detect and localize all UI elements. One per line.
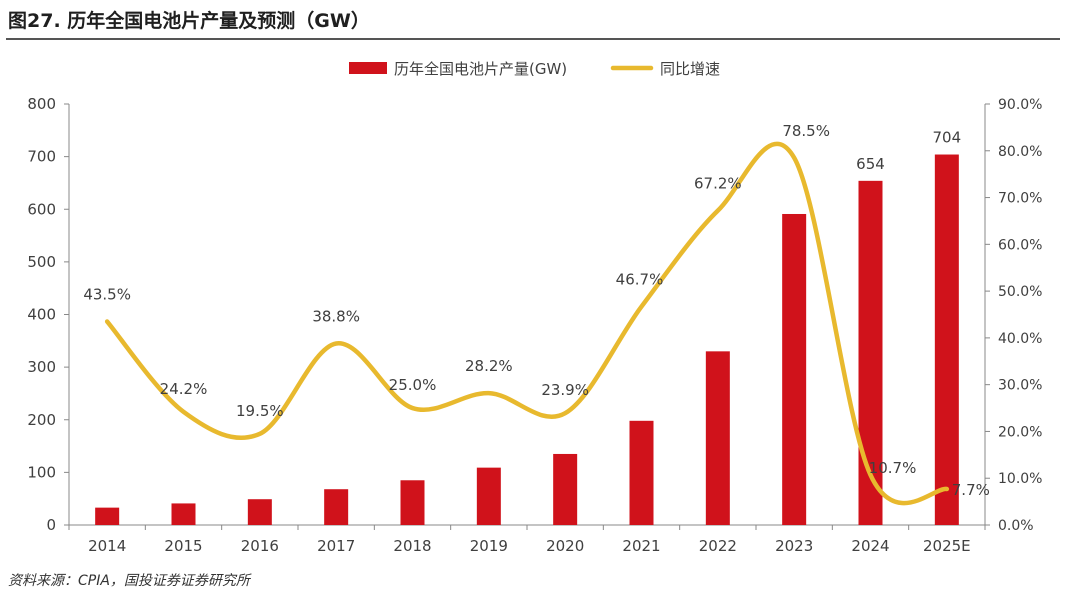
y-right-tick-label: 20.0% xyxy=(998,424,1042,440)
bar-data-label: 704 xyxy=(933,129,962,147)
y-right-tick-label: 80.0% xyxy=(998,144,1042,160)
line-data-label: 25.0% xyxy=(389,376,437,394)
y-left-tick-label: 200 xyxy=(27,411,56,429)
line-data-label: 78.5% xyxy=(782,122,830,140)
bar xyxy=(858,180,883,525)
x-tick-label: 2021 xyxy=(622,537,660,555)
bar xyxy=(95,507,120,525)
y-right-tick-label: 70.0% xyxy=(998,191,1042,207)
x-tick-label: 2018 xyxy=(393,537,431,555)
y-right-tick-label: 30.0% xyxy=(998,378,1042,394)
line-data-label: 10.7% xyxy=(869,459,917,477)
bar-series xyxy=(95,154,959,525)
legend: 历年全国电池片产量(GW) 同比增速 xyxy=(349,60,720,78)
y-right-tick-label: 40.0% xyxy=(998,331,1042,347)
x-tick-label: 2020 xyxy=(546,537,584,555)
bar xyxy=(324,489,349,525)
y-right-tick-label: 0.0% xyxy=(998,518,1034,534)
y-left-tick-label: 0 xyxy=(46,516,56,534)
source-note: 资料来源：CPIA，国投证券证券研究所 xyxy=(8,573,250,589)
bar xyxy=(782,213,807,525)
y-right-tick-label: 50.0% xyxy=(998,284,1042,300)
data-labels: 43.5% 24.2% 19.5% 38.8% 25.0% 28.2% 23.9% 46.7%… xyxy=(83,122,990,499)
growth-line xyxy=(104,141,950,506)
line-data-label: 7.7% xyxy=(952,481,990,499)
legend-bar-swatch xyxy=(349,62,387,74)
bar xyxy=(934,154,959,525)
x-tick-label: 2014 xyxy=(88,537,126,555)
line-data-label: 24.2% xyxy=(160,380,208,398)
line-data-label: 46.7% xyxy=(616,271,664,289)
x-tick-label: 2019 xyxy=(470,537,508,555)
line-data-label: 23.9% xyxy=(541,381,589,399)
bar xyxy=(400,480,425,525)
line-data-label: 19.5% xyxy=(236,402,284,420)
bar xyxy=(476,467,501,525)
bar xyxy=(247,499,272,525)
bar xyxy=(705,351,730,525)
line-data-label: 28.2% xyxy=(465,357,513,375)
bar xyxy=(553,453,578,525)
title-divider xyxy=(6,38,1060,40)
x-tick-label: 2015 xyxy=(164,537,202,555)
x-tick-label: 2024 xyxy=(851,537,889,555)
line-series xyxy=(104,141,950,506)
y-right-tick-label: 90.0% xyxy=(998,97,1042,113)
bar xyxy=(629,420,654,525)
y-left-tick-label: 100 xyxy=(27,463,56,481)
y-left-tick-label: 500 xyxy=(27,253,56,271)
legend-bar-label: 历年全国电池片产量(GW) xyxy=(394,60,567,78)
line-data-label: 38.8% xyxy=(312,308,360,326)
x-tick-label: 2025E xyxy=(923,537,971,555)
legend-line-label: 同比增速 xyxy=(660,60,720,78)
axes: 0 100 200 300 400 500 600 700 800 0.0% 10.0% 20.0% 3… xyxy=(27,95,1042,555)
x-tick-label: 2023 xyxy=(775,537,813,555)
x-tick-label: 2022 xyxy=(699,537,737,555)
y-left-tick-label: 300 xyxy=(27,358,56,376)
x-tick-label: 2017 xyxy=(317,537,355,555)
y-left-tick-label: 700 xyxy=(27,148,56,166)
bar-data-label: 654 xyxy=(856,155,885,173)
y-left-tick-label: 400 xyxy=(27,306,56,324)
x-tick-label: 2016 xyxy=(241,537,279,555)
y-right-tick-label: 10.0% xyxy=(998,471,1042,487)
line-data-label: 67.2% xyxy=(694,175,742,193)
y-left-tick-label: 600 xyxy=(27,200,56,218)
line-data-label: 43.5% xyxy=(83,286,131,304)
y-left-tick-label: 800 xyxy=(27,95,56,113)
y-right-tick-label: 60.0% xyxy=(998,237,1042,253)
bar xyxy=(171,503,196,525)
figure-title: 图27. 历年全国电池片产量及预测（GW） xyxy=(8,10,370,32)
